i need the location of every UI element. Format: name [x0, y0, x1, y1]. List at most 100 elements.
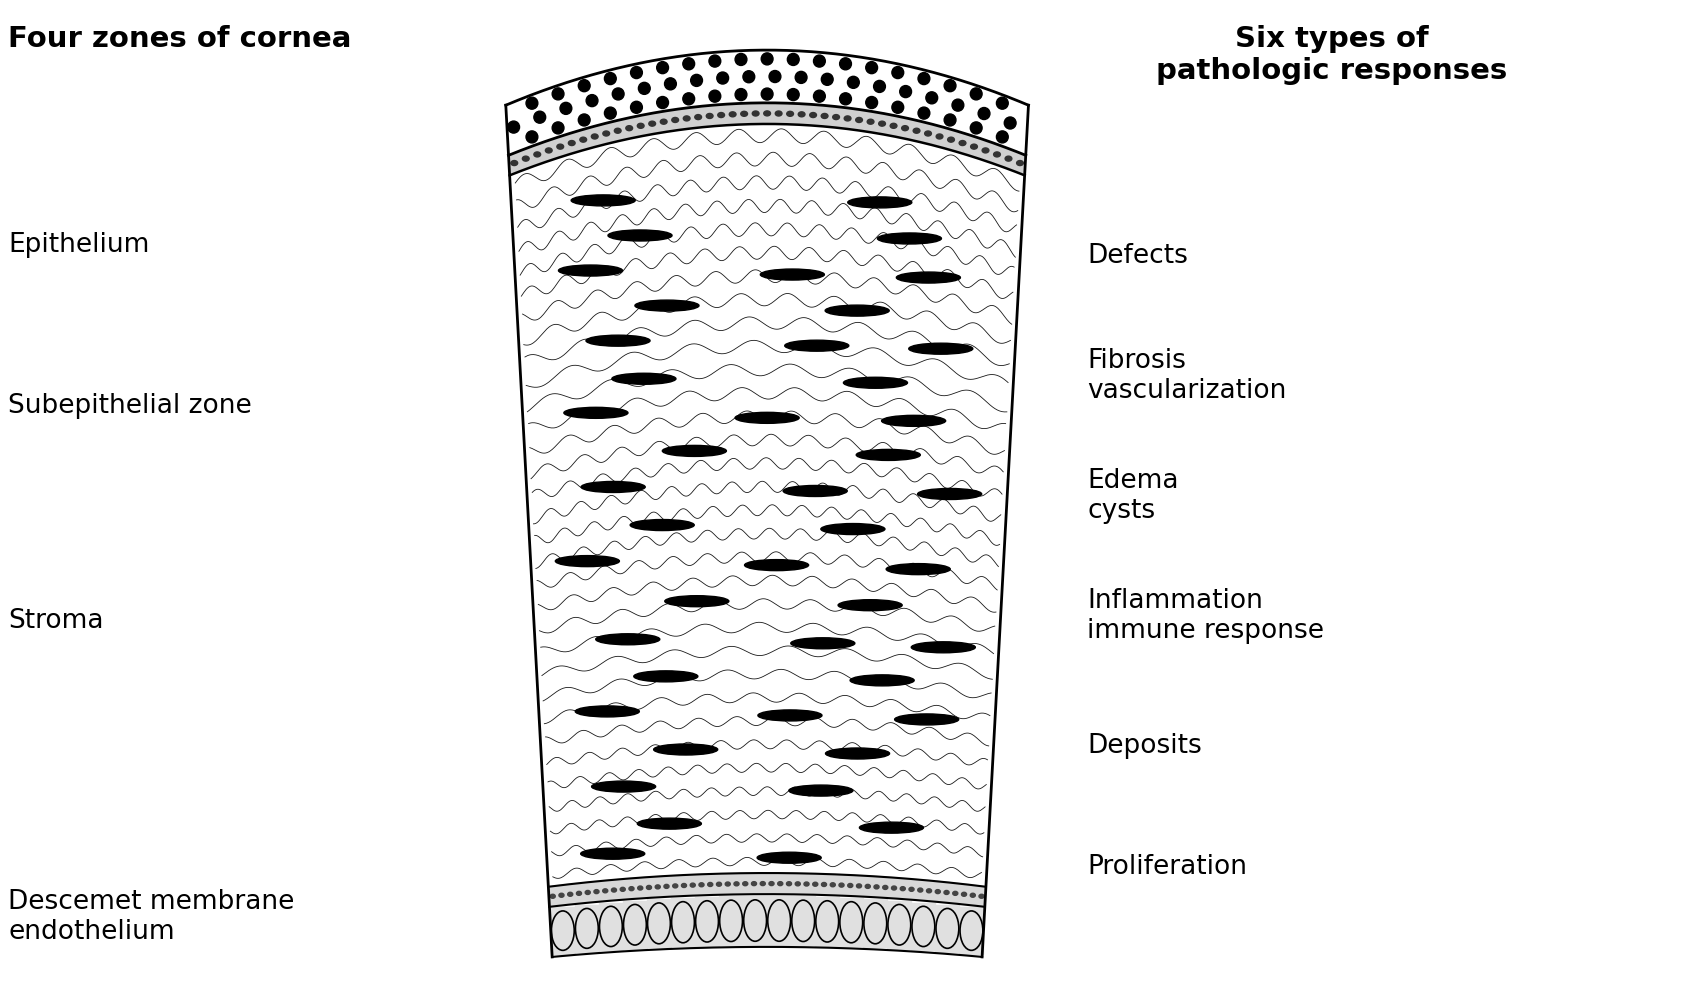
Ellipse shape [661, 119, 668, 124]
Ellipse shape [637, 886, 642, 890]
Ellipse shape [877, 233, 941, 244]
Ellipse shape [917, 888, 922, 892]
Ellipse shape [730, 112, 737, 117]
Ellipse shape [602, 889, 607, 893]
Ellipse shape [752, 882, 757, 886]
Ellipse shape [845, 116, 851, 121]
Ellipse shape [796, 71, 808, 83]
Ellipse shape [605, 72, 617, 84]
Ellipse shape [683, 116, 690, 121]
Ellipse shape [759, 709, 823, 721]
Ellipse shape [553, 122, 565, 134]
Ellipse shape [882, 416, 946, 427]
Ellipse shape [631, 101, 642, 113]
Ellipse shape [786, 882, 791, 886]
Ellipse shape [948, 137, 954, 142]
Ellipse shape [961, 892, 966, 896]
Ellipse shape [821, 524, 885, 535]
Ellipse shape [582, 482, 646, 493]
Ellipse shape [764, 111, 771, 116]
Ellipse shape [735, 88, 747, 100]
Text: Inflammation
immune response: Inflammation immune response [1087, 588, 1325, 644]
Ellipse shape [784, 486, 848, 497]
Ellipse shape [718, 112, 725, 117]
Ellipse shape [609, 230, 673, 241]
Ellipse shape [560, 893, 565, 897]
Ellipse shape [890, 123, 897, 128]
Ellipse shape [744, 71, 755, 83]
Ellipse shape [944, 80, 956, 92]
Ellipse shape [980, 894, 985, 898]
Ellipse shape [526, 97, 538, 109]
Text: Stroma: Stroma [8, 608, 105, 634]
Ellipse shape [744, 882, 749, 886]
Ellipse shape [993, 152, 1000, 157]
Ellipse shape [725, 882, 730, 886]
Ellipse shape [626, 125, 632, 130]
Ellipse shape [927, 889, 932, 893]
Ellipse shape [910, 642, 975, 653]
Ellipse shape [860, 822, 924, 834]
Text: Proliferation: Proliferation [1087, 854, 1248, 880]
Ellipse shape [983, 148, 990, 153]
Ellipse shape [856, 450, 921, 461]
Ellipse shape [826, 747, 890, 760]
Polygon shape [840, 898, 863, 947]
Ellipse shape [867, 96, 878, 108]
Ellipse shape [777, 882, 782, 886]
Ellipse shape [996, 97, 1008, 109]
Ellipse shape [634, 671, 698, 681]
Ellipse shape [900, 887, 905, 891]
Ellipse shape [735, 413, 799, 424]
Ellipse shape [612, 374, 676, 384]
Polygon shape [887, 901, 912, 949]
Ellipse shape [555, 555, 619, 567]
Ellipse shape [843, 378, 907, 389]
Polygon shape [767, 896, 791, 945]
Ellipse shape [710, 55, 722, 67]
Text: Subepithelial zone: Subepithelial zone [8, 393, 253, 419]
Ellipse shape [664, 885, 669, 889]
Ellipse shape [924, 131, 931, 136]
Text: Defects: Defects [1087, 242, 1189, 269]
Ellipse shape [560, 102, 572, 114]
Ellipse shape [996, 131, 1008, 143]
Ellipse shape [769, 882, 774, 886]
Ellipse shape [865, 885, 870, 889]
Polygon shape [959, 908, 983, 954]
Ellipse shape [620, 888, 626, 892]
Ellipse shape [848, 884, 853, 888]
Ellipse shape [568, 892, 573, 896]
Ellipse shape [936, 134, 942, 139]
Ellipse shape [683, 93, 695, 105]
Ellipse shape [760, 270, 824, 281]
Polygon shape [509, 124, 1025, 887]
Text: Deposits: Deposits [1087, 733, 1202, 760]
Ellipse shape [892, 66, 904, 78]
Ellipse shape [604, 131, 610, 136]
Polygon shape [912, 903, 936, 950]
Ellipse shape [595, 634, 659, 645]
Ellipse shape [664, 78, 676, 90]
Ellipse shape [784, 341, 848, 352]
Ellipse shape [791, 638, 855, 649]
Ellipse shape [593, 890, 599, 894]
Ellipse shape [762, 53, 772, 65]
Ellipse shape [1005, 156, 1012, 161]
Polygon shape [791, 897, 816, 945]
Ellipse shape [919, 107, 931, 119]
Ellipse shape [691, 74, 703, 86]
Ellipse shape [848, 76, 860, 88]
Text: Fibrosis
vascularization: Fibrosis vascularization [1087, 348, 1286, 404]
Ellipse shape [690, 883, 695, 887]
Ellipse shape [824, 306, 889, 317]
Ellipse shape [717, 882, 722, 886]
Ellipse shape [663, 445, 727, 457]
Ellipse shape [717, 72, 728, 84]
Ellipse shape [897, 273, 961, 283]
Ellipse shape [850, 675, 914, 686]
Ellipse shape [776, 111, 782, 116]
Ellipse shape [789, 786, 853, 796]
Ellipse shape [605, 107, 617, 119]
Ellipse shape [814, 55, 826, 67]
